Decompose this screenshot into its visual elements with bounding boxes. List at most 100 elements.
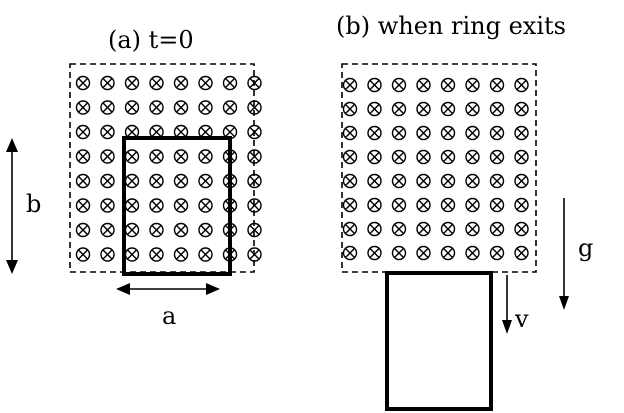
panel-b-field-symbol (367, 245, 382, 261)
panel-b-field-symbol (514, 149, 529, 165)
panel-a-field-symbol (149, 198, 164, 213)
panel-b-field-symbol (367, 173, 382, 189)
panel-a-field-symbol (124, 75, 140, 91)
panel-a-field-symbol (124, 222, 140, 238)
panel-b-field-symbol (440, 197, 456, 213)
panel-b-field-symbol (440, 173, 456, 189)
panel-a-field-symbol (247, 124, 262, 140)
panel-b-field-symbol (440, 101, 456, 117)
panel-b-field-symbol (489, 125, 505, 141)
panel-b-field-symbol (489, 101, 505, 117)
gravity-label: g (578, 234, 593, 262)
panel-a-field-symbol (75, 149, 91, 164)
panel-b-field-symbol (342, 77, 358, 93)
panel-b-field-symbol (440, 245, 456, 261)
panel-a-field-symbol (222, 75, 238, 91)
panel-b-title: (b) when ring exits (336, 12, 566, 40)
panel-b-field-symbol (465, 197, 480, 213)
panel-a-field-symbol (149, 173, 164, 189)
panel-a-field-symbol (247, 247, 262, 262)
panel-b-field-symbol (465, 173, 480, 189)
panel-a-field-symbol (149, 222, 164, 238)
panel-a-field-symbol (100, 149, 115, 164)
panel-b-field-symbol (465, 149, 480, 165)
panel-a-field-symbol (247, 100, 262, 115)
panel-a-field-symbol (198, 149, 213, 164)
panel-b-field-symbol (440, 125, 456, 141)
panel-a-field-symbol (198, 173, 213, 189)
panel-a-field-symbol (149, 75, 164, 91)
panel-a-field-symbol (247, 222, 262, 238)
velocity-label: v (514, 305, 529, 333)
panel-b-field-symbol (391, 149, 407, 165)
panel-b-field-symbol (514, 125, 529, 141)
panel-a-field-symbol (173, 75, 189, 91)
panel-b-field-symbol (514, 221, 529, 237)
panel-a-field-symbol (124, 100, 140, 115)
velocity-arrow (502, 275, 512, 334)
field-region-a (69, 63, 255, 273)
panel-a-field-symbol (247, 173, 262, 189)
ring-a (122, 136, 232, 276)
panel-a-field-symbol (247, 149, 262, 164)
gravity-arrow (559, 198, 569, 310)
panel-a-field-symbol (124, 198, 140, 213)
panel-a-field-symbol (198, 247, 213, 262)
panel-b-field-symbol (416, 197, 431, 213)
panel-a-field-symbol (124, 173, 140, 189)
panel-a-field-symbol (75, 173, 91, 189)
dimension-a-label: a (162, 302, 176, 330)
panel-a-field-symbol (100, 75, 115, 91)
panel-b-field-symbol (514, 77, 529, 93)
panel-b-field-symbol (391, 125, 407, 141)
panel-a-field-symbol (173, 247, 189, 262)
panel-b-field-symbol (416, 245, 431, 261)
panel-a-field-symbol (100, 100, 115, 115)
panel-b-field-symbol (416, 125, 431, 141)
panel-b-field-symbol (514, 173, 529, 189)
panel-a-field-symbol (149, 247, 164, 262)
panel-b-field-symbol (489, 245, 505, 261)
panel-a-field-symbol (100, 247, 115, 262)
panel-a-field-symbol (173, 100, 189, 115)
panel-a-field-symbol (198, 222, 213, 238)
panel-a-field-symbol (100, 124, 115, 140)
panel-b-field-symbol (465, 221, 480, 237)
panel-a-field-symbol (100, 198, 115, 213)
panel-b-field-symbol (367, 101, 382, 117)
dimension-a-arrow (116, 283, 220, 295)
panel-b-field-symbol (342, 245, 358, 261)
panel-a-field-symbol (75, 247, 91, 262)
panel-a-title: (a) t=0 (108, 26, 194, 54)
panel-b-field-symbol (514, 101, 529, 117)
panel-b-field-symbol (391, 245, 407, 261)
panel-a-field-symbol (198, 198, 213, 213)
panel-a-field-symbol (173, 222, 189, 238)
panel-b-field-symbol (391, 197, 407, 213)
panel-b-field-symbol (440, 77, 456, 93)
panel-a-field-symbol (100, 173, 115, 189)
panel-b-field-symbol (489, 149, 505, 165)
field-grid-b (342, 77, 529, 261)
panel-a-field-symbol (222, 100, 238, 115)
panel-b-field-symbol (465, 125, 480, 141)
panel-a-field-symbol (75, 100, 91, 115)
panel-b-field-symbol (514, 245, 529, 261)
panel-a-field-symbol (198, 100, 213, 115)
panel-a-field-symbol (75, 75, 91, 91)
panel-b-field-symbol (367, 125, 382, 141)
panel-a-field-symbol (247, 75, 262, 91)
panel-b-field-symbol (440, 221, 456, 237)
panel-b-field-symbol (367, 149, 382, 165)
panel-b-field-symbol (416, 149, 431, 165)
panel-b-field-symbol (342, 149, 358, 165)
panel-a-field-symbol (247, 198, 262, 213)
panel-a-field-symbol (100, 222, 115, 238)
panel-b-field-symbol (489, 77, 505, 93)
panel-b-field-symbol (367, 77, 382, 93)
panel-b-field-symbol (489, 221, 505, 237)
panel-a-field-symbol (173, 198, 189, 213)
panel-a-field-symbol (149, 100, 164, 115)
